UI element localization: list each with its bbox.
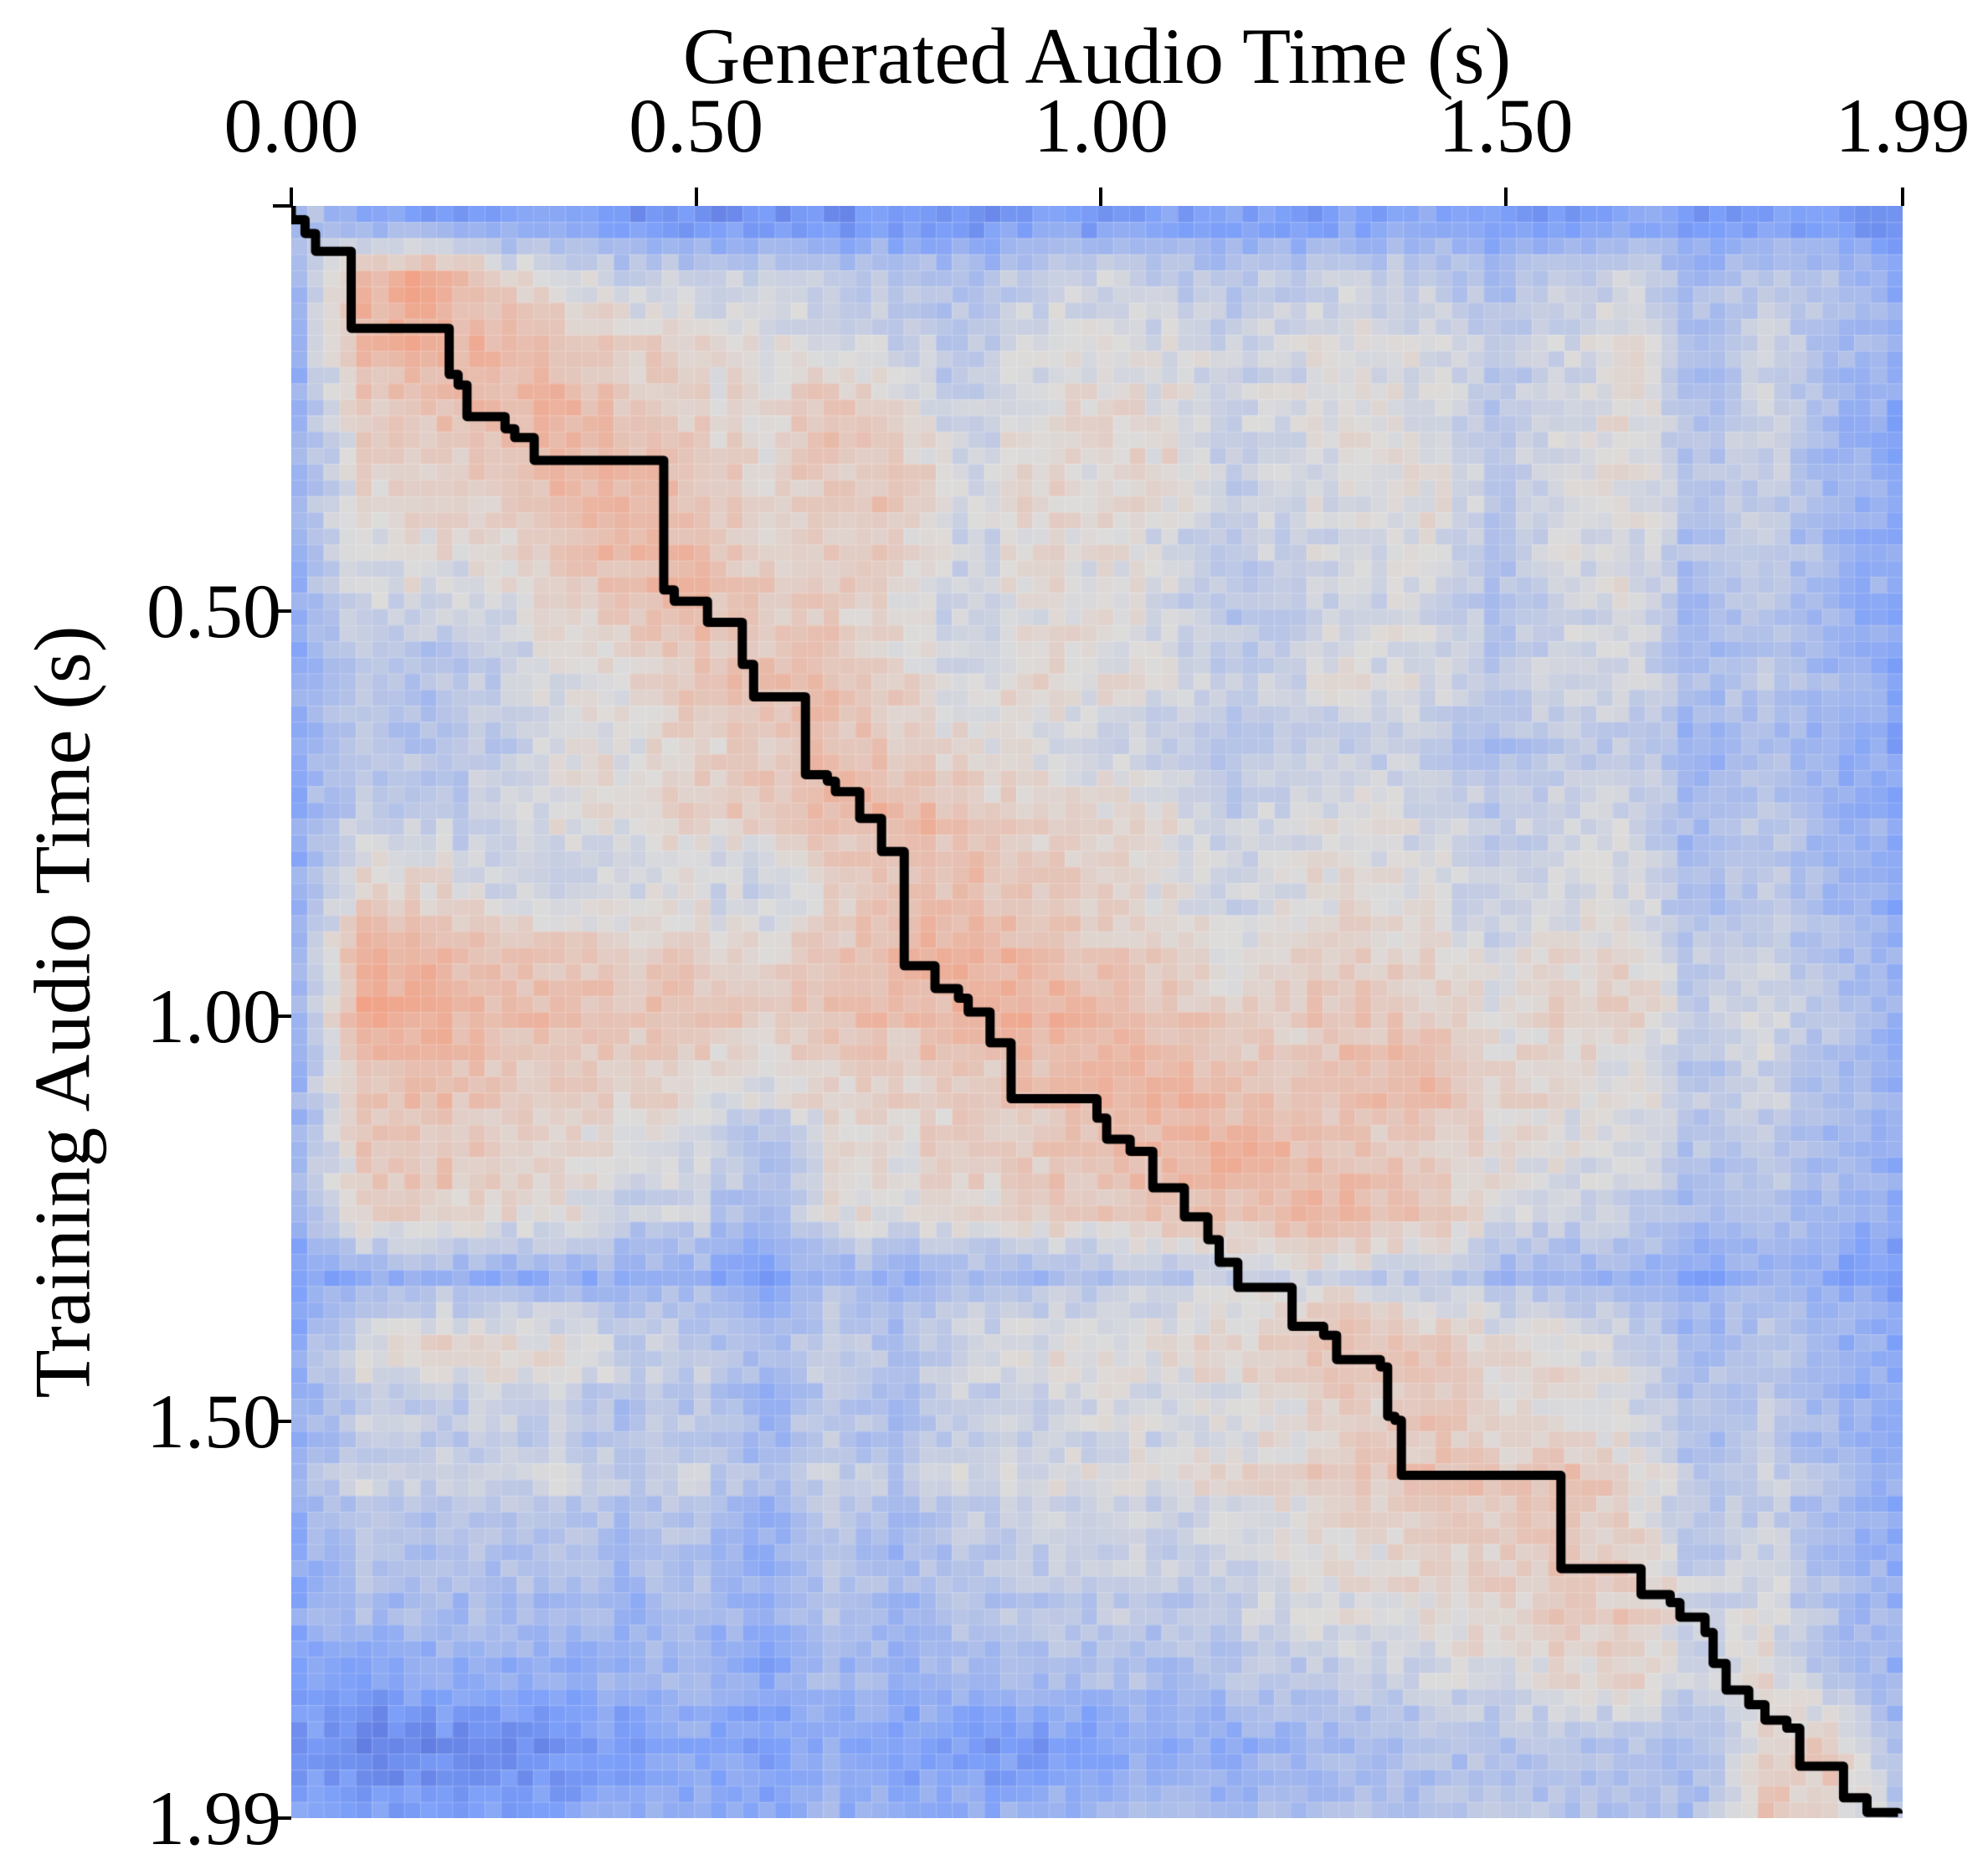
- x-tick-mark: [1901, 188, 1904, 206]
- y-tick-label: 1.50: [146, 1378, 281, 1464]
- x-tick-label: 0.00: [223, 83, 359, 168]
- x-tick-label: 1.50: [1438, 83, 1574, 168]
- x-tick-label: 1.00: [1033, 83, 1169, 168]
- y-tick-mark: [273, 1419, 291, 1423]
- x-axis-title: Generated Audio Time (s): [682, 12, 1512, 100]
- x-tick-label: 1.99: [1835, 83, 1970, 168]
- x-tick-mark: [1504, 188, 1508, 206]
- x-tick-label: 0.50: [629, 83, 764, 168]
- y-tick-label: 1.00: [146, 973, 281, 1059]
- x-tick-mark: [290, 188, 293, 206]
- y-tick-label: 1.99: [146, 1775, 281, 1861]
- y-tick-mark: [273, 1816, 291, 1820]
- y-tick-mark: [273, 1014, 291, 1018]
- heatmap-canvas: [291, 206, 1903, 1818]
- x-tick-mark: [1099, 188, 1103, 206]
- y-tick-mark: [273, 609, 291, 613]
- x-tick-mark: [694, 188, 698, 206]
- y-tick-label: 0.50: [146, 568, 281, 654]
- y-tick-mark: [273, 204, 291, 208]
